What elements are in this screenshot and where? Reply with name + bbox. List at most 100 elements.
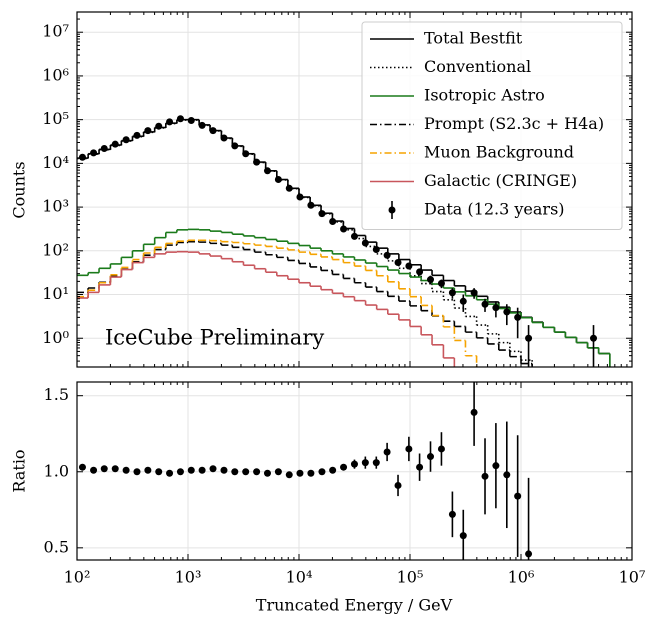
ratio-point [307,469,315,477]
ratio-point [340,463,348,471]
ratio-point [187,466,195,474]
data-point [318,210,326,218]
x-tick-label: 10⁷ [619,568,646,587]
x-tick-label: 10⁵ [397,568,424,587]
ratio-point [514,492,522,500]
data-point [340,225,348,233]
ratio-point [296,469,304,477]
y-tick-label: 10⁴ [42,153,69,172]
ratio-point [220,466,228,474]
data-point [361,239,369,247]
data-point [122,136,130,144]
data-point [590,334,598,342]
data-point [405,262,413,270]
ratio-point [111,465,119,473]
y-tick-label: 1.0 [44,461,69,480]
x-tick-label: 10⁶ [508,568,535,587]
ratio-point [416,463,424,471]
y-tick-label: 10³ [42,197,69,216]
data-point [427,276,435,284]
data-point [514,313,522,321]
ratio-point [166,469,174,477]
ratio-point [231,468,239,476]
ratio-point [253,468,261,476]
ratio-point [394,481,402,489]
ratio-point [448,510,456,518]
legend-swatch [388,206,396,214]
data-point [176,115,184,123]
data-point [470,289,478,297]
annotation: IceCube Preliminary [105,326,324,350]
bottom-frame [76,381,633,561]
ratio-point [492,462,500,470]
ratio-point [100,465,108,473]
ratio-point [361,459,369,467]
ratio-point [285,471,293,479]
ratio-point [263,469,271,477]
legend-label: Conventional [424,57,531,76]
y-axis-title: Ratio [10,449,29,492]
data-point [285,184,293,192]
data-point [296,193,304,201]
y-tick-label: 10¹ [42,284,69,303]
y-tick-label: 10⁰ [42,328,69,347]
ratio-point [405,445,413,453]
data-point [263,167,271,175]
data-point [448,289,456,297]
legend-label: Isotropic Astro [424,86,545,105]
data-point [383,251,391,259]
data-point [242,150,250,158]
data-point [144,127,152,135]
data-point [525,334,533,342]
data-point [198,121,206,129]
data-point [100,144,108,152]
ratio-point [383,448,391,456]
ratio-point [437,445,445,453]
ratio-point [209,465,217,473]
data-point [307,201,315,209]
data-point [416,268,424,276]
ratio-point [503,471,511,479]
data-point [166,118,174,126]
ratio-point [427,453,435,461]
ratio-point [481,472,489,480]
ratio-point [176,468,184,476]
y-tick-label: 1.5 [44,385,69,404]
y-tick-label: 10² [42,240,69,259]
ratio-point [155,468,163,476]
data-point [372,246,380,254]
data-point [231,142,239,150]
data-point [111,140,119,148]
data-point [78,153,86,161]
data-point [459,297,467,305]
ratio-point [242,468,250,476]
top-frame [76,11,633,368]
ratio-point [459,532,467,540]
ratio-point [122,466,130,474]
ratio-point [318,468,326,476]
ratio-point [274,468,282,476]
x-tick-label: 10⁴ [286,568,313,587]
legend-label: Muon Background [424,143,574,162]
x-tick-label: 10² [64,568,91,587]
data-point [133,131,141,139]
legend-box [361,21,623,230]
data-point [329,218,337,226]
legend-label: Data (12.3 years) [424,200,565,219]
y-tick-label: 0.5 [44,537,69,556]
legend-label: Prompt (S2.3c + H4a) [424,114,604,133]
y-tick-label: 10⁵ [42,109,69,128]
y-tick-label: 10⁷ [42,22,69,41]
data-point [90,149,98,157]
data-point [274,176,282,184]
data-point [492,304,500,312]
ratio-point [78,463,86,471]
ratio-point [144,466,152,474]
data-point [350,232,358,240]
legend-label: Total Bestfit [424,29,523,48]
legend-label: Galactic (CRINGE) [424,171,577,190]
data-point [253,158,261,166]
data-point [155,122,163,130]
x-tick-label: 10³ [175,568,202,587]
ratio-point [350,460,358,468]
